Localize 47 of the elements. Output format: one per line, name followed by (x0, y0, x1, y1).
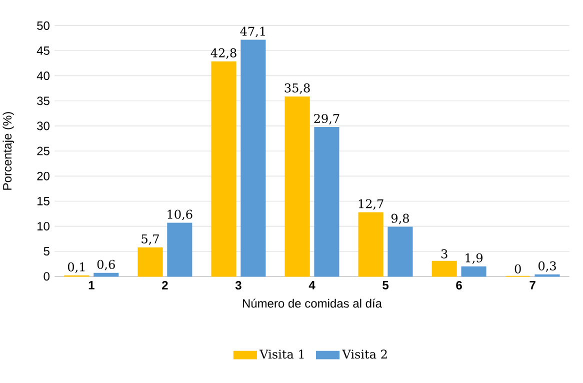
bar (240, 40, 266, 277)
data-label: 35,8 (284, 83, 310, 94)
data-label: 9,8 (391, 214, 409, 224)
bar (167, 222, 192, 277)
y-tick-label: 35 (37, 96, 50, 106)
data-label: 0,1 (68, 262, 85, 273)
bar (388, 226, 413, 277)
y-tick-label: 30 (37, 122, 50, 130)
bar (138, 247, 163, 277)
x-tick-label: 4 (308, 281, 316, 290)
bar (461, 266, 486, 277)
x-tick-label: 6 (456, 281, 462, 290)
x-tick-label: 1 (88, 281, 94, 290)
x-tick-label: 5 (382, 281, 389, 290)
y-axis-title: Porcentaje (%) (2, 112, 14, 190)
data-label: 0,3 (538, 261, 556, 272)
bar (211, 61, 236, 277)
data-label: 0 (514, 264, 521, 274)
y-tick-label: 0 (44, 272, 50, 281)
x-tick-label: 7 (530, 281, 536, 290)
y-tick-label: 10 (38, 222, 50, 230)
data-label: 0,6 (97, 260, 115, 270)
data-label: 42,8 (210, 48, 236, 59)
x-tick-label: 2 (162, 281, 168, 290)
y-tick-label: 5 (44, 247, 50, 256)
data-label: 5,7 (142, 234, 159, 245)
x-tick-label: 3 (235, 281, 242, 290)
y-tick-label: 20 (37, 172, 50, 180)
bar (314, 127, 340, 277)
bar (358, 212, 384, 277)
data-label: 3 (441, 249, 448, 258)
data-label: 12,7 (358, 199, 384, 210)
y-tick-label: 45 (36, 46, 50, 55)
data-label: 1,9 (466, 253, 482, 264)
y-tick-label: 50 (37, 21, 50, 30)
y-tick-label: 25 (37, 146, 50, 156)
y-tick-label: 15 (38, 196, 50, 206)
x-axis-title: Número de comidas al día (242, 298, 382, 308)
y-tick-label: 40 (36, 72, 50, 80)
bar (284, 96, 310, 277)
legend-label: Visita 1 (259, 350, 304, 359)
bar (432, 260, 457, 277)
data-label: 10,6 (168, 210, 192, 220)
bar (94, 272, 119, 277)
data-label: 29,7 (314, 114, 340, 125)
data-label: 47,1 (240, 26, 265, 38)
legend-label: Visita 2 (342, 350, 387, 359)
